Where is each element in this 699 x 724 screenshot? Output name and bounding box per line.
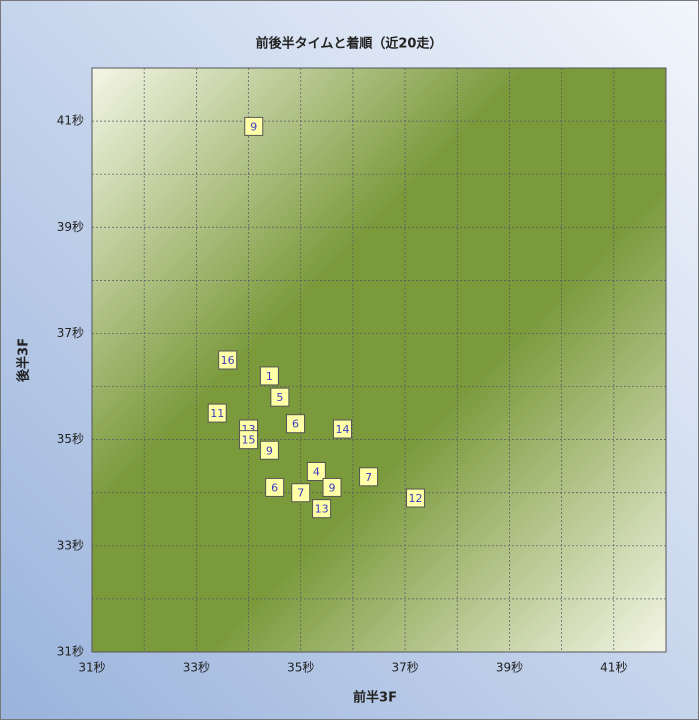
point-label: 4	[313, 465, 320, 478]
x-tick-label: 41秒	[600, 661, 627, 675]
point	[359, 467, 379, 487]
point	[286, 414, 306, 434]
point-label: 9	[250, 120, 257, 133]
point-label: 5	[276, 391, 283, 404]
point	[406, 488, 426, 508]
point	[239, 430, 259, 450]
point	[259, 440, 279, 460]
point-label: 7	[365, 471, 372, 484]
point-label: 6	[292, 418, 299, 431]
point-label: 15	[242, 434, 256, 447]
y-tick-label: 39秒	[57, 220, 84, 234]
point-label: 9	[329, 481, 336, 494]
point-label: 11	[210, 407, 224, 420]
point	[244, 116, 264, 136]
point	[265, 477, 285, 497]
chart-title: 前後半タイムと着順（近20走）	[256, 36, 443, 52]
point-label: 13	[315, 503, 329, 516]
point-label: 14	[335, 423, 349, 436]
point-label: 9	[266, 444, 273, 457]
point	[332, 419, 352, 439]
y-tick-label: 31秒	[57, 645, 84, 659]
y-tick-label: 33秒	[57, 538, 84, 552]
point	[270, 387, 290, 407]
plot-area	[91, 67, 667, 653]
point-label: 12	[409, 492, 423, 505]
point	[306, 461, 326, 481]
y-tick-label: 41秒	[57, 114, 84, 128]
point-label: 6	[271, 481, 278, 494]
y-tick-label: 37秒	[57, 326, 84, 340]
point	[218, 350, 238, 370]
y-axis-label: 後半3F	[16, 338, 32, 382]
point-label: 7	[297, 487, 304, 500]
x-tick-label: 35秒	[287, 661, 314, 675]
x-tick-label: 33秒	[183, 661, 210, 675]
point	[207, 403, 227, 423]
point-label: 1	[266, 370, 273, 383]
x-tick-label: 39秒	[496, 661, 523, 675]
point	[312, 499, 332, 519]
point	[259, 366, 279, 386]
y-tick-label: 35秒	[57, 432, 84, 446]
x-tick-label: 37秒	[391, 661, 418, 675]
point	[291, 483, 311, 503]
point	[322, 477, 342, 497]
x-axis-label: 前半3F	[353, 690, 397, 706]
point-label: 16	[221, 354, 235, 367]
x-tick-label: 31秒	[78, 661, 105, 675]
